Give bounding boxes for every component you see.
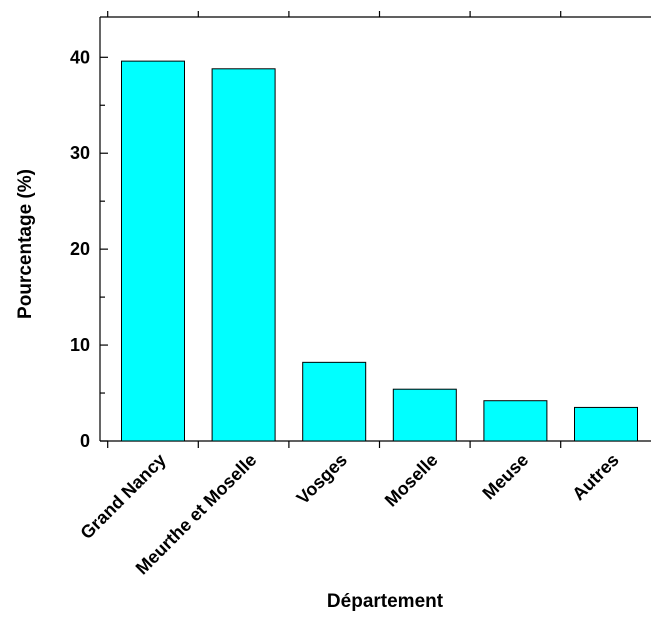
bar-moselle <box>392 388 457 442</box>
y-tick-label: 10 <box>70 335 90 355</box>
bar-meurthe-et-moselle <box>211 68 276 442</box>
y-tick-label: 0 <box>80 431 90 451</box>
x-tick-label: Grand Nancy <box>76 450 169 543</box>
bars-group <box>121 60 638 442</box>
plot-frame <box>99 16 651 442</box>
x-tick-label: Moselle <box>381 450 442 511</box>
bar-vosges <box>302 361 367 442</box>
bar-grand-nancy <box>121 60 185 442</box>
y-axis-title: Pourcentage (%) <box>15 169 36 319</box>
x-tick-label: Autres <box>568 450 622 504</box>
x-tick-label: Vosges <box>293 450 351 508</box>
x-tick-label: Meuse <box>478 450 532 504</box>
y-tick-label: 30 <box>70 143 90 163</box>
y-axis-ticks: 0 10 20 30 40 <box>70 47 108 451</box>
y-tick-label: 20 <box>70 239 90 259</box>
bar-autres <box>574 406 638 442</box>
bar-meuse <box>483 400 548 442</box>
x-axis-title: Département <box>327 591 444 612</box>
y-tick-label: 40 <box>70 47 90 67</box>
